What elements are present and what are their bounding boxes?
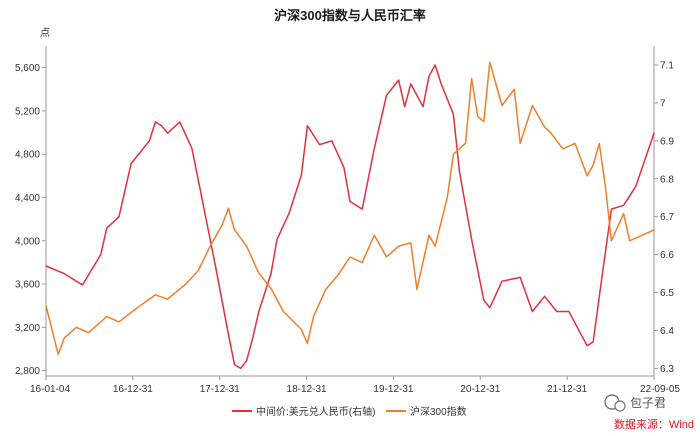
series-layer [45, 61, 655, 370]
y-left-tick-label: 4,000 [15, 236, 40, 247]
y-left-tick-label: 5,200 [15, 106, 40, 117]
y-left-tick-label: 4,800 [15, 150, 40, 161]
y-right-tick-label: 6.6 [660, 250, 674, 261]
series-line-csi300 [45, 61, 655, 356]
x-tick-label: 18-12-31 [287, 384, 327, 395]
y-right-tick-label: 6.3 [660, 364, 674, 375]
y-right-tick-label: 6.7 [660, 212, 674, 223]
x-axis-ticks: 16-01-04 16-12-31 17-12-31 18-12-31 19-12-31… [30, 376, 680, 395]
legend: 中间价:美元兑人民币(右轴) 沪深300指数 [232, 405, 467, 418]
y-left-tick-label: 3,600 [15, 280, 40, 291]
y-right-tick-label: 6.9 [660, 136, 674, 147]
x-tick-label: 16-12-31 [113, 384, 153, 395]
x-tick-label: 22-09-05 [640, 384, 680, 395]
y-left-tick-label: 2,800 [15, 366, 40, 377]
y-left-tick-label: 4,400 [15, 193, 40, 204]
y-right-tick-label: 6.4 [660, 326, 674, 337]
x-tick-label: 21-12-31 [547, 384, 587, 395]
watermark-text: 包子君 [630, 396, 666, 410]
watermark: 包子君 [604, 394, 666, 412]
y-right-tick-label: 7.1 [660, 60, 674, 71]
y-right-tick-label: 7 [660, 98, 666, 109]
x-tick-label: 19-12-31 [373, 384, 413, 395]
y-left-unit: 点 [40, 27, 50, 39]
y-right-tick-label: 6.8 [660, 174, 674, 185]
y-left-tick-label: 3,200 [15, 323, 40, 334]
x-tick-label: 17-12-31 [200, 384, 240, 395]
wechat-icon-bubble [614, 400, 626, 412]
y-left-tick-label: 5,600 [15, 63, 40, 74]
y-left-axis-ticks: 2,800 3,200 3,600 4,000 4,400 4,800 5,200 5,600 [15, 63, 46, 377]
legend-label-csi300: 沪深300指数 [410, 405, 467, 418]
y-right-axis-ticks: 6.3 6.4 6.5 6.6 6.7 6.8 6.9 7 7.1 [654, 60, 674, 375]
y-right-tick-label: 6.5 [660, 288, 674, 299]
legend-label-usdcny: 中间价:美元兑人民币(右轴) [256, 405, 375, 418]
series-line-usdcny [45, 64, 655, 370]
x-tick-label: 16-01-04 [30, 384, 70, 395]
chart-title: 沪深300指数与人民币汇率 [274, 8, 426, 23]
data-source: 数据来源：Wind [614, 417, 694, 431]
x-tick-label: 20-12-31 [460, 384, 500, 395]
